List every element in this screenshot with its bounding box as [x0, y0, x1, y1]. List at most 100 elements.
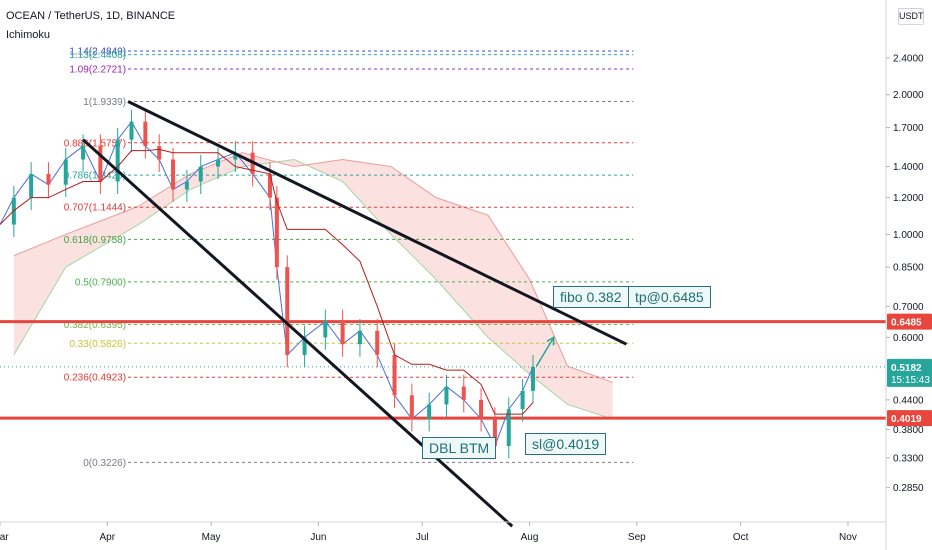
candle-body [129, 121, 134, 140]
currency-badge[interactable]: USDT [898, 8, 924, 25]
x-tick-label: Sep [628, 532, 646, 543]
candle-body [98, 146, 103, 182]
candle-body [520, 390, 525, 410]
fib-level-label: 1.09(2.2721) [69, 65, 126, 76]
annotation-sl[interactable]: sl@0.4019 [525, 433, 607, 455]
x-tick-label: Oct [733, 532, 749, 543]
candle-body [29, 173, 34, 198]
cloud-segment [567, 366, 613, 420]
candle-body [81, 146, 86, 160]
cloud-segment [529, 279, 568, 405]
candle-body [530, 366, 535, 391]
y-tick-label: 1.0000 [893, 230, 924, 241]
fib-level-label: 0.786(1.3420) [64, 171, 126, 182]
fib-level-label: 0.618(0.9758) [64, 235, 126, 246]
y-tick-label: 1.7000 [893, 123, 924, 134]
x-tick-label: Jun [310, 532, 326, 543]
fib-level-label: 0.886(1.5757) [64, 138, 126, 149]
candle-body [375, 330, 380, 355]
y-tick-label: 2.4000 [893, 53, 924, 64]
chart-title: OCEAN / TetherUS, 1D, BINANCE [6, 10, 176, 22]
candle-body [427, 404, 432, 420]
fib-level-label: 0(0.3226) [83, 458, 126, 469]
price-badge [887, 358, 932, 387]
candle-body [461, 386, 466, 400]
y-tick-label: 2.0000 [893, 90, 924, 101]
candle-body [63, 159, 68, 185]
candle-body [46, 173, 51, 185]
candle-body [157, 146, 162, 160]
cloud-segment [342, 159, 392, 235]
leading-span-b [13, 152, 613, 383]
fib-level-label: 0.382(0.6395) [64, 320, 126, 331]
cloud-segment [13, 234, 66, 355]
price-badge-label: 0.5182 [891, 363, 922, 374]
price-badge [887, 410, 932, 427]
candle-body [357, 330, 362, 345]
trendlines[interactable] [82, 100, 628, 528]
cloud-segment [391, 166, 437, 280]
y-tick-label: 0.2850 [893, 483, 924, 494]
x-tick-label: Jul [416, 532, 429, 543]
fib-level-label: 0.33(0.5826) [69, 339, 126, 350]
trendline [82, 138, 514, 528]
ichimoku-cloud [13, 152, 613, 420]
x-tick-label: May [202, 532, 221, 543]
candle-body [392, 354, 397, 396]
y-tick-label: 0.6000 [893, 333, 924, 344]
price-badge [887, 313, 932, 330]
candle-body [171, 159, 176, 190]
target-arrow-head [546, 336, 555, 346]
candle-body [267, 173, 272, 198]
candle-body [198, 166, 203, 182]
price-badge-label: 0.6485 [891, 318, 922, 329]
x-tick-label: Apr [100, 532, 116, 543]
cloud-segment [487, 215, 530, 375]
y-tick-label: 0.8500 [893, 263, 924, 274]
annotation-fibo[interactable]: fibo 0.382 [553, 286, 629, 308]
candle-body [285, 267, 290, 355]
y-tick-label: 0.7000 [893, 302, 924, 313]
cloud-segment [436, 197, 488, 338]
fib-level-label: 1.13(2.4408) [69, 50, 126, 61]
fib-level-label: 1(1.9339) [83, 97, 126, 108]
candle-body [216, 159, 221, 167]
candle-body [302, 337, 307, 355]
candle-body [115, 139, 120, 182]
candle-body [323, 321, 328, 338]
target-arrow [535, 336, 555, 367]
price-badge-countdown: 15:15:43 [891, 375, 930, 386]
trendline [127, 100, 628, 346]
horizontal-levels [0, 320, 886, 420]
candle-body [492, 419, 497, 446]
y-tick-label: 0.3300 [893, 453, 924, 464]
candle-body [274, 197, 279, 268]
cloud-segment [138, 173, 191, 225]
fib-retracement: 1.14(2.4849)1.13(2.4408) 1.09(2.2721) 1(1.… [64, 46, 634, 469]
candle-body [233, 152, 238, 160]
y-tick-label: 0.3800 [893, 425, 924, 436]
price-badge-label: 0.4019 [891, 414, 922, 425]
candle-body [184, 181, 189, 190]
time-axis[interactable]: Mar Apr May Jun Jul Aug Sep Oct Nov [0, 521, 886, 543]
candle-body [506, 409, 511, 446]
y-tick-label: 1.4000 [893, 162, 924, 173]
candle-body [479, 399, 484, 420]
fib-level-label: 0.236(0.4923) [64, 373, 126, 384]
candle-body [340, 321, 345, 345]
fib-level-label: 0.707(1.1444) [64, 203, 126, 214]
x-tick-label: Mar [0, 532, 9, 543]
y-tick-label: 0.4400 [893, 395, 924, 406]
indicator-label[interactable]: Ichimoku [6, 29, 51, 41]
annotation-tp[interactable]: tp@0.6485 [628, 286, 711, 308]
price-axis[interactable]: 2.4000 2.0000 1.7000 1.4000 1.2000 1.0000 0.85… [885, 0, 924, 550]
base-line [0, 148, 534, 415]
annotation-dbl-btm[interactable]: DBL BTM [422, 437, 497, 459]
fib-level-label: 0.5(0.7900) [75, 277, 126, 288]
x-tick-label: Nov [839, 532, 857, 543]
y-tick-label: 1.2000 [893, 193, 924, 204]
candle-body [444, 386, 449, 405]
x-tick-label: Aug [521, 532, 539, 543]
